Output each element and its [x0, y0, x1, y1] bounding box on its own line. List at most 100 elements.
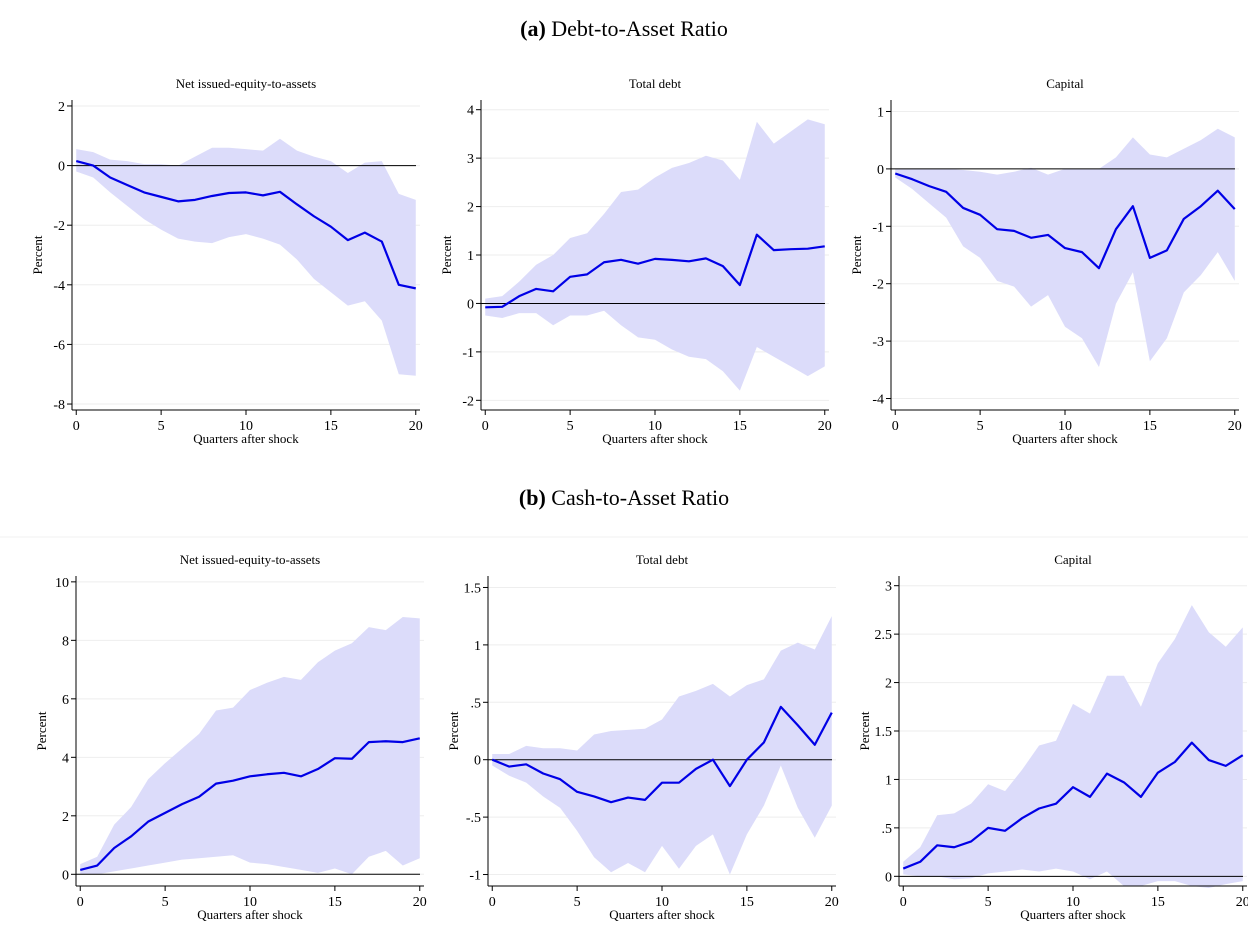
x-tick-label: 0	[77, 895, 84, 910]
x-axis-label: Quarters after shock	[193, 431, 299, 446]
y-tick-label: 1	[877, 105, 884, 120]
chart-title: Net issued-equity-to-assets	[180, 552, 320, 567]
response-line	[902, 741, 1244, 870]
y-axis-label: Percent	[857, 711, 872, 750]
panel-title: Debt-to-Asset Ratio	[551, 16, 728, 41]
y-tick-label: 1	[467, 249, 474, 264]
panel-label: (a)	[520, 16, 546, 41]
y-tick-label: 6	[62, 693, 69, 708]
chart-title: Capital	[1054, 552, 1092, 567]
x-tick-label: 0	[73, 419, 80, 434]
x-tick-label: 10	[243, 895, 257, 910]
y-tick-label: 0	[885, 870, 892, 885]
x-tick-label: 0	[900, 895, 907, 910]
x-tick-label: 5	[158, 419, 165, 434]
x-tick-label: 5	[977, 419, 984, 434]
y-tick-label: .5	[471, 696, 482, 711]
y-tick-label: -1	[469, 869, 481, 884]
x-tick-label: 20	[1236, 895, 1248, 910]
y-tick-label: -8	[53, 398, 65, 413]
x-tick-label: 15	[324, 419, 338, 434]
y-tick-label: -2	[462, 394, 474, 409]
chart-title: Total debt	[629, 76, 682, 91]
y-tick-label: 0	[467, 297, 474, 312]
x-tick-label: 0	[489, 895, 496, 910]
x-tick-label: 5	[985, 895, 992, 910]
y-tick-label: -3	[872, 335, 884, 350]
y-tick-label: 3	[467, 152, 474, 167]
y-tick-label: -4	[872, 393, 884, 408]
confidence-band	[485, 119, 825, 391]
x-tick-label: 0	[892, 419, 899, 434]
y-tick-label: -4	[53, 279, 65, 294]
y-tick-label: -2	[53, 219, 65, 234]
panel-label: (b)	[519, 485, 546, 510]
y-tick-label: -1	[872, 220, 884, 235]
chart-title: Capital	[1046, 76, 1084, 91]
response-line	[491, 705, 833, 804]
x-tick-label: 15	[1151, 895, 1165, 910]
y-axis-label: Percent	[439, 235, 454, 274]
x-tick-label: 10	[648, 419, 662, 434]
x-tick-label: 20	[413, 895, 427, 910]
response-line	[75, 160, 416, 290]
y-tick-label: 2	[467, 201, 474, 216]
y-tick-label: 1	[885, 773, 892, 788]
y-tick-label: 2	[62, 810, 69, 825]
x-axis-label: Quarters after shock	[1020, 907, 1126, 922]
y-tick-label: -1	[462, 346, 474, 361]
panel-heading: (a) Debt-to-Asset Ratio	[520, 16, 728, 41]
y-tick-label: -6	[53, 338, 65, 353]
y-tick-label: 0	[877, 163, 884, 178]
x-tick-label: 20	[825, 895, 839, 910]
y-axis-label: Percent	[34, 711, 49, 750]
y-tick-label: 1.5	[464, 581, 482, 596]
y-axis-label: Percent	[446, 711, 461, 750]
x-tick-label: 10	[239, 419, 253, 434]
y-axis-label: Percent	[30, 235, 45, 274]
chart-title: Total debt	[636, 552, 689, 567]
y-tick-label: 2	[58, 100, 65, 115]
chart-title: Net issued-equity-to-assets	[176, 76, 316, 91]
y-tick-label: 0	[62, 868, 69, 883]
x-tick-label: 10	[1066, 895, 1080, 910]
response-line	[894, 172, 1236, 270]
x-tick-label: 0	[482, 419, 489, 434]
panel-heading: (b) Cash-to-Asset Ratio	[519, 485, 729, 510]
x-tick-label: 5	[162, 895, 169, 910]
confidence-band	[492, 616, 832, 875]
x-tick-label: 10	[655, 895, 669, 910]
y-tick-label: 4	[62, 751, 69, 766]
y-tick-label: 0	[58, 160, 65, 175]
x-tick-label: 15	[733, 419, 747, 434]
x-axis-label: Quarters after shock	[602, 431, 708, 446]
x-axis-label: Quarters after shock	[1012, 431, 1118, 446]
confidence-band	[80, 616, 420, 875]
x-tick-label: 10	[1058, 419, 1072, 434]
response-line	[485, 233, 825, 309]
confidence-band	[903, 605, 1243, 888]
y-tick-label: 3	[885, 580, 892, 595]
confidence-band	[76, 138, 416, 376]
x-tick-label: 5	[567, 419, 574, 434]
y-tick-label: 0	[474, 754, 481, 769]
y-tick-label: 1	[474, 639, 481, 654]
y-tick-label: 4	[467, 104, 474, 119]
x-axis-label: Quarters after shock	[609, 907, 715, 922]
x-tick-label: 20	[818, 419, 832, 434]
x-tick-label: 15	[1143, 419, 1157, 434]
panel-title: Cash-to-Asset Ratio	[551, 485, 729, 510]
x-axis-label: Quarters after shock	[197, 907, 303, 922]
y-tick-label: .5	[882, 822, 893, 837]
x-tick-label: 15	[328, 895, 342, 910]
y-axis-label: Percent	[849, 235, 864, 274]
response-line	[79, 737, 420, 871]
y-tick-label: 2	[885, 677, 892, 692]
y-tick-label: -.5	[466, 811, 481, 826]
x-tick-label: 15	[740, 895, 754, 910]
y-tick-label: 8	[62, 634, 69, 649]
y-tick-label: 1.5	[875, 725, 893, 740]
y-tick-label: 2.5	[875, 628, 893, 643]
x-tick-label: 20	[1228, 419, 1242, 434]
